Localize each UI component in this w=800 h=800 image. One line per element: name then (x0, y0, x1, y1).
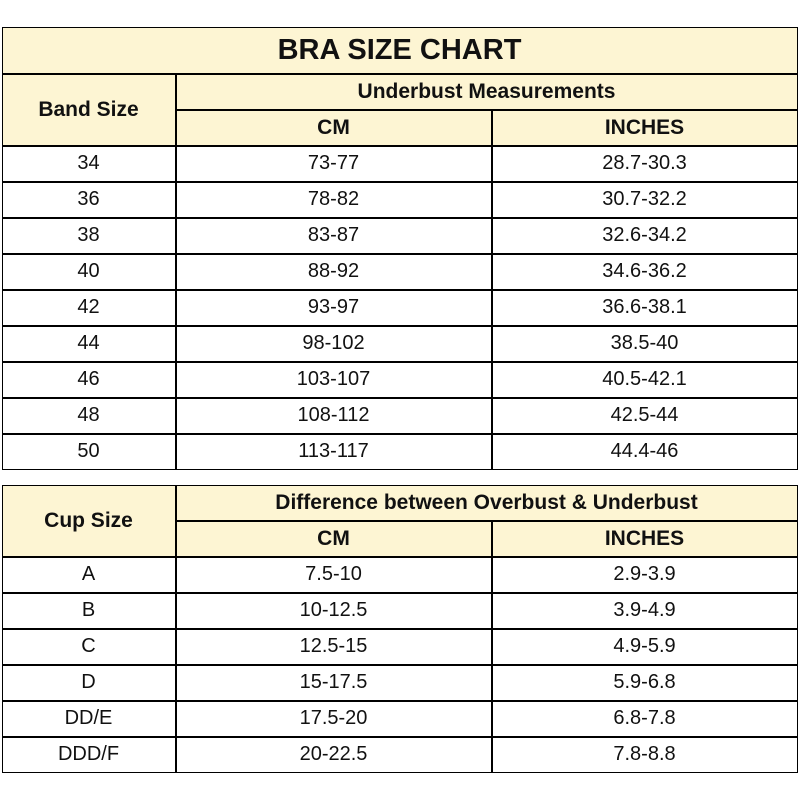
size-cell: 44 (1, 325, 176, 362)
inches-cell: 34.6-36.2 (491, 253, 798, 290)
group-header: Underbust Measurements (175, 73, 798, 110)
cm-cell: 78-82 (175, 181, 492, 218)
inches-cell: 6.8-7.8 (491, 700, 798, 737)
size-cell: 50 (1, 433, 176, 470)
cm-cell: 7.5-10 (175, 556, 492, 593)
size-cell: 34 (1, 145, 176, 182)
column-header: CM (175, 109, 492, 146)
size-cell: DDD/F (1, 736, 176, 773)
size-cell: DD/E (1, 700, 176, 737)
inches-cell: 42.5-44 (491, 397, 798, 434)
cm-cell: 93-97 (175, 289, 492, 326)
inches-cell: 3.9-4.9 (491, 592, 798, 629)
size-cell: 36 (1, 181, 176, 218)
inches-cell: 40.5-42.1 (491, 361, 798, 398)
cm-cell: 103-107 (175, 361, 492, 398)
column-header: INCHES (491, 109, 798, 146)
inches-cell: 30.7-32.2 (491, 181, 798, 218)
size-cell: C (1, 628, 176, 665)
size-cell: B (1, 592, 176, 629)
size-cell: 46 (1, 361, 176, 398)
cm-cell: 88-92 (175, 253, 492, 290)
inches-cell: 5.9-6.8 (491, 664, 798, 701)
inches-cell: 7.8-8.8 (491, 736, 798, 773)
inches-cell: 38.5-40 (491, 325, 798, 362)
group-header: Difference between Overbust & Underbust (175, 484, 798, 521)
row-header: Band Size (1, 73, 176, 146)
cm-cell: 73-77 (175, 145, 492, 182)
cm-cell: 20-22.5 (175, 736, 492, 773)
cm-cell: 83-87 (175, 217, 492, 254)
inches-cell: 2.9-3.9 (491, 556, 798, 593)
size-cell: 40 (1, 253, 176, 290)
size-cell: A (1, 556, 176, 593)
inches-cell: 44.4-46 (491, 433, 798, 470)
inches-cell: 4.9-5.9 (491, 628, 798, 665)
cm-cell: 17.5-20 (175, 700, 492, 737)
column-header: CM (175, 520, 492, 557)
cm-cell: 108-112 (175, 397, 492, 434)
size-cell: 48 (1, 397, 176, 434)
size-cell: 38 (1, 217, 176, 254)
inches-cell: 28.7-30.3 (491, 145, 798, 182)
cm-cell: 113-117 (175, 433, 492, 470)
cm-cell: 98-102 (175, 325, 492, 362)
cm-cell: 10-12.5 (175, 592, 492, 629)
column-header: INCHES (491, 520, 798, 557)
cm-cell: 12.5-15 (175, 628, 492, 665)
inches-cell: 32.6-34.2 (491, 217, 798, 254)
inches-cell: 36.6-38.1 (491, 289, 798, 326)
chart-title: BRA SIZE CHART (1, 26, 798, 74)
cm-cell: 15-17.5 (175, 664, 492, 701)
size-cell: D (1, 664, 176, 701)
size-cell: 42 (1, 289, 176, 326)
row-header: Cup Size (1, 484, 176, 557)
